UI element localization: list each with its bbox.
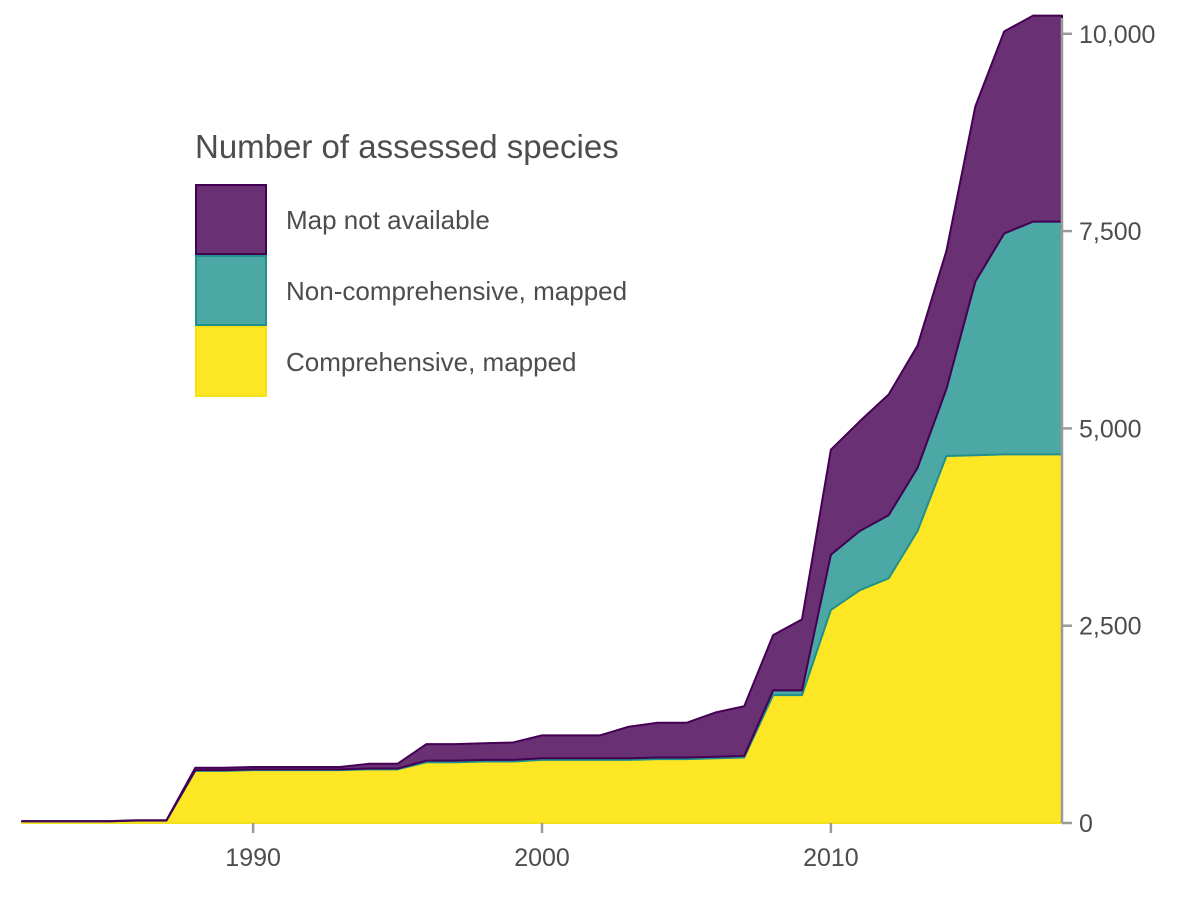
legend: Number of assessed species Map not avail… [195,128,627,397]
legend-label: Comprehensive, mapped [286,347,577,377]
x-tick-label: 2010 [803,844,859,872]
legend-items: Map not available Non-comprehensive, mapp… [195,184,627,397]
legend-swatch [195,255,267,326]
x-tick-label: 1990 [225,844,281,872]
legend-title: Number of assessed species [195,128,619,165]
legend-swatch [195,184,267,255]
y-tick-label: 7,500 [1079,218,1142,246]
x-axis: 1990 2000 2010 [225,823,859,872]
y-tick-label: 0 [1079,810,1093,838]
x-tick-label: 2000 [514,844,570,872]
legend-swatch [195,326,267,397]
legend-label: Non-comprehensive, mapped [286,276,627,306]
y-tick-label: 2,500 [1079,613,1142,641]
y-axis: 0 2,500 5,000 7,500 10,000 [1060,18,1155,838]
y-tick-label: 5,000 [1079,415,1142,443]
y-tick-label: 10,000 [1079,21,1155,49]
legend-label: Map not available [286,205,490,235]
